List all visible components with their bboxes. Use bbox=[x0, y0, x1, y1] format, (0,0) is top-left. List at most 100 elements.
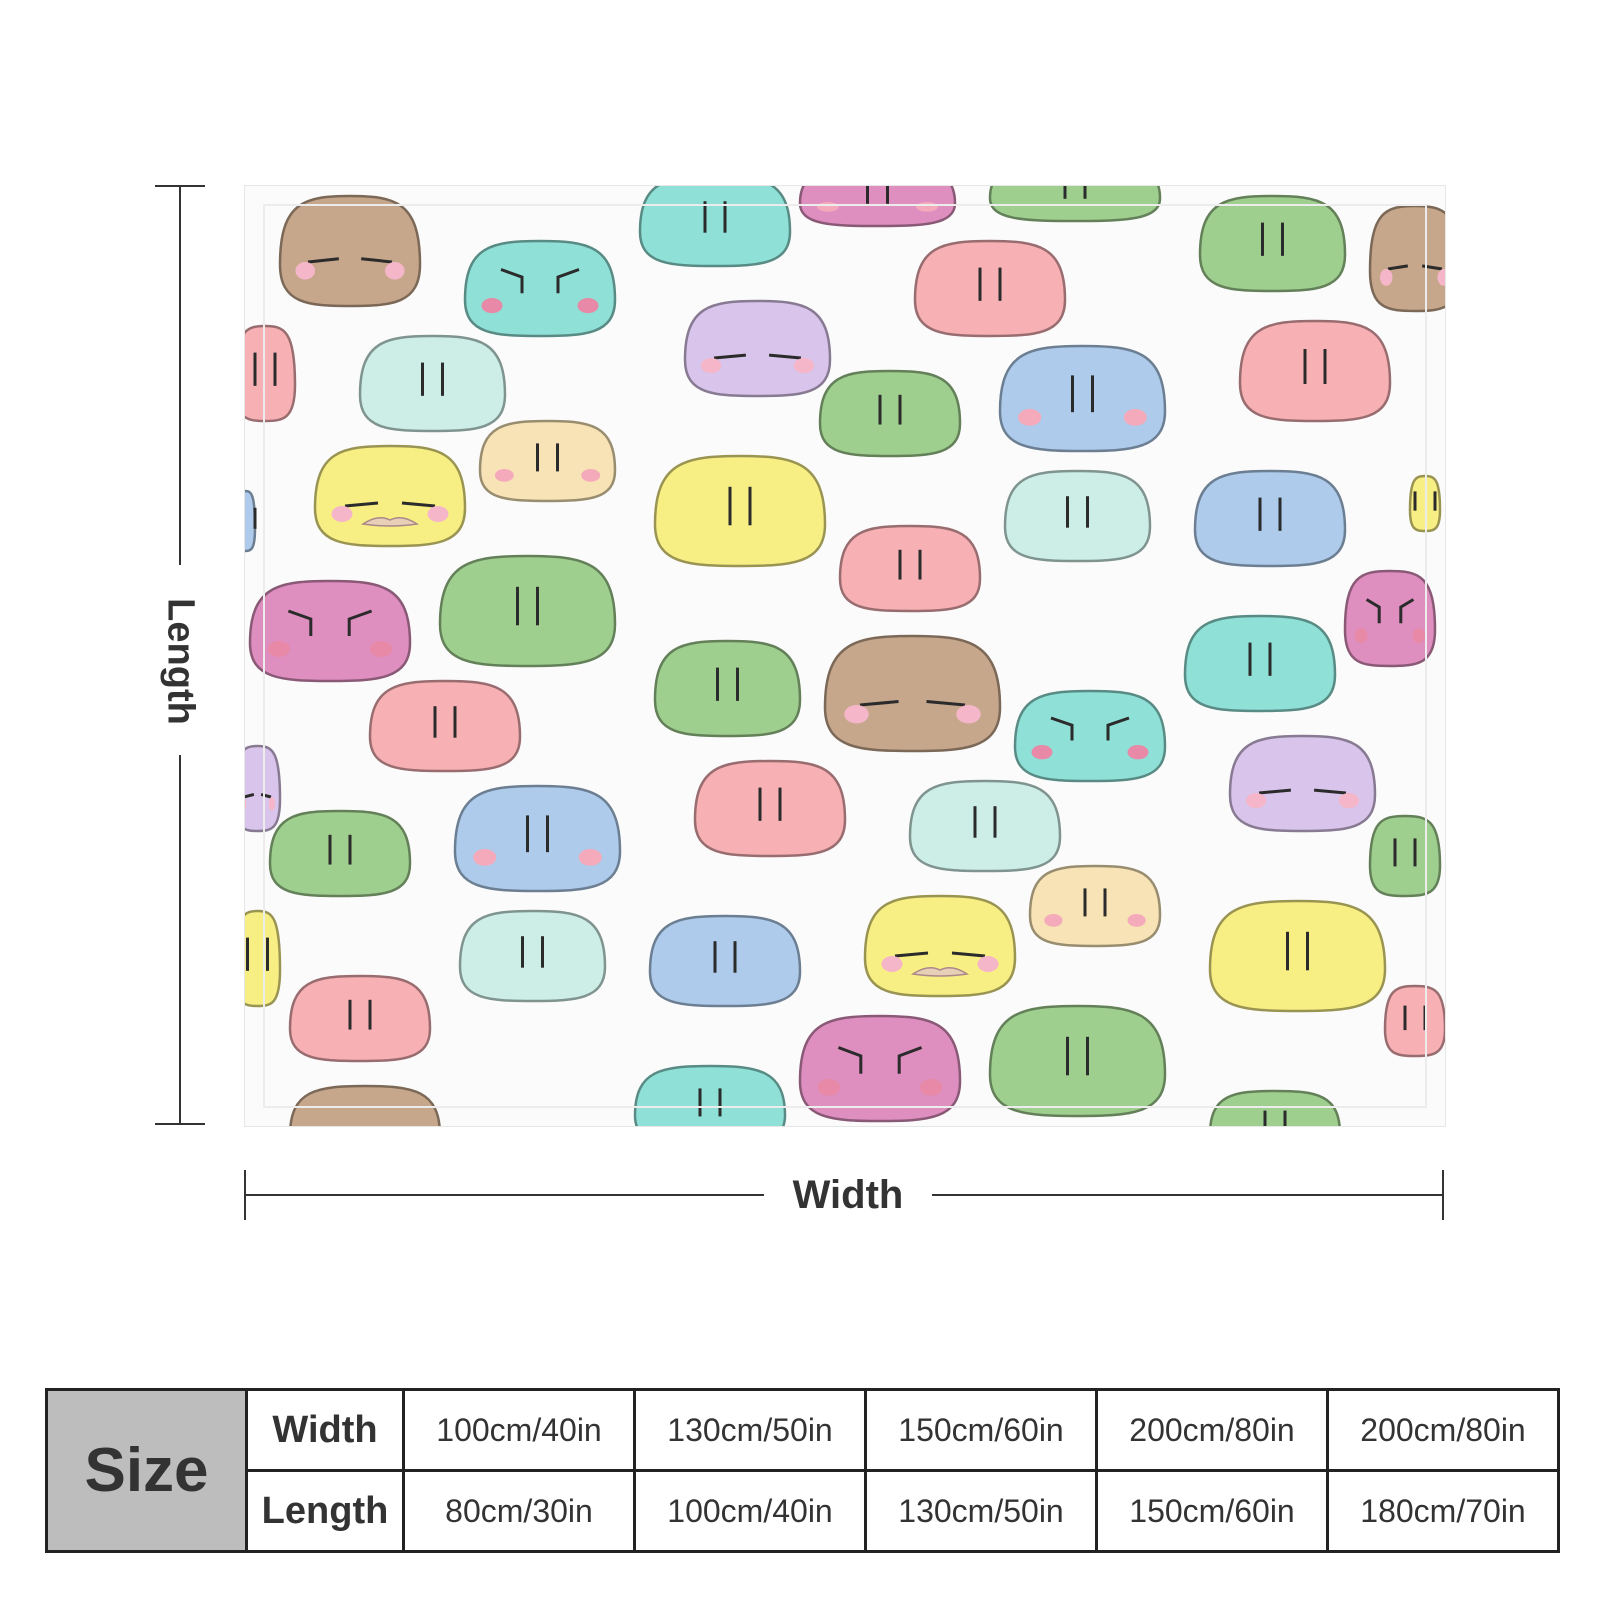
width-cell: 100cm/40in bbox=[402, 1388, 636, 1472]
dango-body bbox=[478, 419, 617, 503]
dango-blob bbox=[648, 914, 802, 1008]
dango-blob bbox=[1368, 814, 1442, 898]
dango-body bbox=[653, 639, 802, 738]
dango-cheek bbox=[268, 797, 276, 811]
dango-cheek bbox=[267, 641, 290, 657]
length-row-header: Length bbox=[245, 1469, 405, 1553]
dango-closed-eye bbox=[1258, 788, 1292, 795]
dango-cheek bbox=[1044, 914, 1063, 927]
size-header: Size bbox=[45, 1388, 248, 1553]
dango-blob bbox=[1383, 984, 1445, 1058]
dango-body bbox=[268, 809, 412, 898]
dango-closed-eye bbox=[1387, 264, 1409, 271]
dango-body bbox=[648, 914, 802, 1008]
dango-blob bbox=[1193, 469, 1347, 568]
dango-cheek bbox=[881, 956, 903, 972]
dango-body bbox=[1368, 814, 1442, 898]
dango-body bbox=[245, 744, 282, 833]
dango-pattern bbox=[245, 186, 1445, 1126]
dango-mustache bbox=[360, 517, 420, 527]
dango-cheek bbox=[1018, 409, 1042, 426]
size-row-width: Size Width 100cm/40in 130cm/50in 150cm/6… bbox=[45, 1388, 1560, 1553]
dango-blob bbox=[245, 909, 282, 1008]
length-cell: 100cm/40in bbox=[633, 1469, 867, 1553]
dango-body bbox=[463, 239, 617, 338]
dango-cheek bbox=[977, 956, 999, 972]
size-table: Size Width 100cm/40in 130cm/50in 150cm/6… bbox=[45, 1388, 1560, 1553]
dango-body bbox=[863, 894, 1017, 998]
dango-blob bbox=[1183, 614, 1337, 713]
dango-blob bbox=[1209, 1089, 1341, 1126]
dango-closed-eye bbox=[344, 501, 379, 508]
dango-blob bbox=[245, 489, 257, 553]
dango-body bbox=[823, 634, 1002, 753]
dango-body bbox=[278, 194, 422, 308]
dango-cheek bbox=[1127, 745, 1149, 760]
dango-blob bbox=[638, 186, 792, 268]
dango-cheek bbox=[1379, 269, 1393, 286]
dango-cheek bbox=[844, 705, 869, 724]
dango-cheek bbox=[817, 202, 839, 212]
dango-brow bbox=[897, 1046, 923, 1074]
dango-cheek bbox=[1338, 793, 1360, 809]
dango-brow bbox=[837, 1046, 863, 1074]
dango-body bbox=[653, 454, 827, 568]
dango-body bbox=[1238, 319, 1392, 423]
dango-blob bbox=[288, 974, 432, 1063]
dango-body bbox=[245, 324, 297, 423]
dango-blob bbox=[913, 239, 1067, 338]
dango-cheek bbox=[385, 262, 405, 280]
length-label: Length bbox=[159, 598, 202, 725]
dango-closed-eye bbox=[894, 951, 929, 958]
dango-cheek bbox=[578, 849, 602, 866]
dango-body bbox=[1368, 204, 1445, 313]
length-cell: 180cm/70in bbox=[1326, 1469, 1560, 1553]
length-line-top bbox=[179, 185, 181, 565]
dango-cheek bbox=[1127, 914, 1146, 927]
dango-body bbox=[988, 186, 1162, 223]
dango-blob bbox=[438, 554, 617, 668]
dango-blob bbox=[268, 809, 412, 898]
dango-closed-eye bbox=[859, 700, 899, 707]
dango-closed-eye bbox=[260, 792, 272, 799]
dango-closed-eye bbox=[307, 257, 339, 264]
dango-cheek bbox=[1245, 793, 1267, 809]
dango-blob bbox=[683, 299, 832, 398]
dango-body bbox=[1208, 899, 1387, 1013]
dango-blob bbox=[1013, 689, 1167, 783]
dango-body bbox=[1209, 1089, 1341, 1126]
dango-cheek bbox=[427, 506, 449, 522]
dango-blob bbox=[818, 369, 962, 458]
width-line-right bbox=[932, 1194, 1444, 1196]
dango-blob bbox=[908, 779, 1062, 873]
dango-blob bbox=[1228, 734, 1377, 833]
dango-body bbox=[1013, 689, 1167, 783]
dango-body bbox=[838, 524, 982, 613]
dango-cheek bbox=[494, 469, 514, 482]
dango-blob bbox=[463, 239, 617, 338]
width-dimension: Width bbox=[244, 1170, 1444, 1220]
dango-blob bbox=[693, 759, 847, 858]
dango-blob bbox=[863, 894, 1017, 998]
dango-brow bbox=[1365, 598, 1381, 624]
dango-cheek bbox=[245, 798, 247, 810]
dango-closed-eye bbox=[768, 353, 802, 360]
dango-cheek bbox=[793, 358, 815, 374]
dango-closed-eye bbox=[713, 353, 747, 360]
dango-cheek bbox=[581, 469, 601, 482]
dango-body bbox=[1228, 734, 1377, 833]
dango-body bbox=[818, 369, 962, 458]
dango-closed-eye bbox=[1313, 788, 1347, 795]
dango-brow bbox=[1399, 598, 1415, 624]
width-cell: 150cm/60in bbox=[864, 1388, 1098, 1472]
dango-body bbox=[1183, 614, 1337, 713]
dango-body bbox=[358, 334, 507, 433]
dango-body bbox=[289, 1084, 441, 1126]
length-cell: 130cm/50in bbox=[864, 1469, 1098, 1553]
dango-body bbox=[248, 579, 412, 683]
dango-body bbox=[288, 974, 432, 1063]
dango-closed-eye bbox=[951, 951, 986, 958]
width-line-left bbox=[244, 1194, 764, 1196]
dango-body bbox=[633, 1064, 787, 1126]
dango-cheek bbox=[1354, 628, 1368, 644]
